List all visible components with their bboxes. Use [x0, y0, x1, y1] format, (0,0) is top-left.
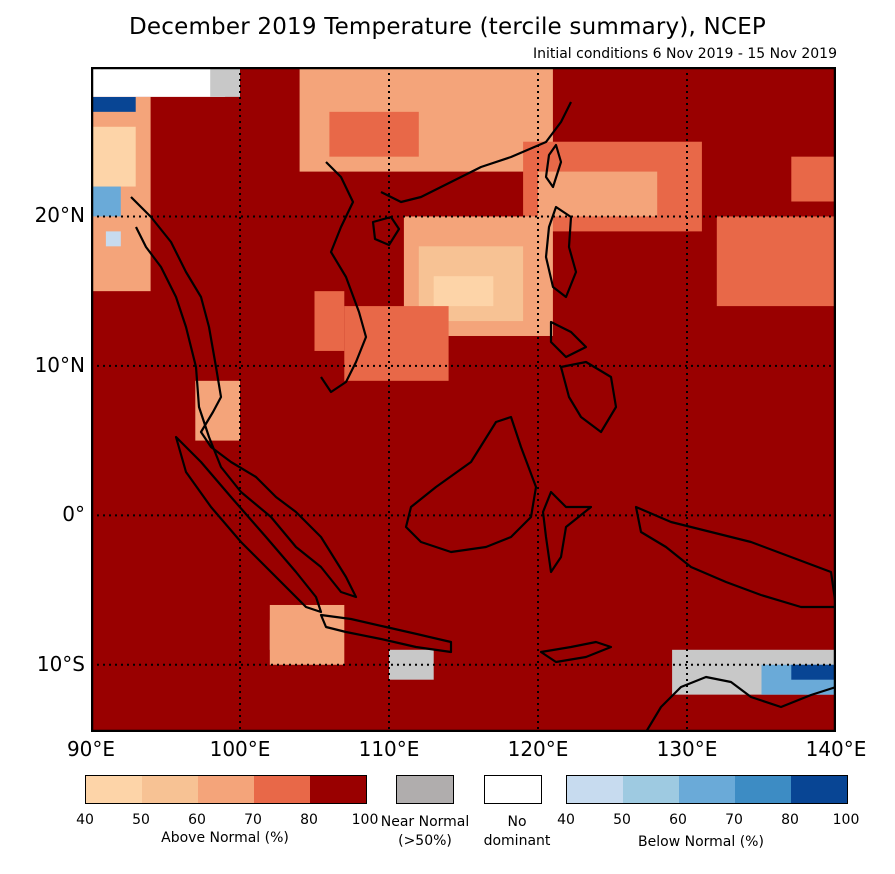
region-himalaya-below	[91, 96, 136, 112]
above-segment-1	[142, 776, 198, 803]
below-tick-60: 60	[669, 812, 687, 828]
map-panel	[91, 67, 836, 732]
lon-label-120: 120°E	[507, 737, 569, 761]
lon-label-90: 90°E	[66, 737, 116, 761]
above-tick-70: 70	[244, 812, 262, 828]
region-himalaya-nodominant	[91, 67, 226, 97]
sulawesi-coastline	[541, 490, 593, 574]
region-indochina-above	[314, 291, 345, 351]
java-coastline	[319, 613, 453, 654]
region-java-above	[269, 604, 345, 665]
region-pacific-above	[716, 216, 836, 307]
above-tick-100: 100	[351, 812, 379, 828]
lon-label-140: 140°E	[805, 737, 867, 761]
region-bangladesh-below	[91, 186, 121, 217]
lat-label--10: 10°S	[36, 651, 85, 676]
below-tick-40: 40	[557, 812, 575, 828]
new-guinea-coastline	[634, 505, 836, 609]
near-normal-swatch	[396, 775, 454, 804]
probability-regions	[91, 67, 836, 695]
australia-coastline	[645, 675, 836, 732]
lon-label-100: 100°E	[209, 737, 271, 761]
region-south-china-sea-core	[433, 276, 494, 307]
lat-label-20: 20°N	[34, 203, 85, 228]
below-segment-0	[567, 776, 623, 803]
map-frame	[91, 67, 836, 732]
near-normal-title-line2: (>50%)	[398, 833, 452, 849]
above-normal-colorbar	[85, 775, 367, 804]
region-pacific-north-above	[791, 156, 836, 202]
below-tick-70: 70	[725, 812, 743, 828]
sumatra-coastline	[174, 435, 323, 614]
below-tick-50: 50	[613, 812, 631, 828]
below-normal-title: Below Normal (%)	[638, 834, 764, 850]
above-normal-title: Above Normal (%)	[161, 830, 289, 846]
mainland-coastline	[130, 196, 358, 599]
no-dominant-title-line2: dominant	[483, 833, 551, 849]
map-canvas	[91, 67, 836, 732]
lon-label-110: 110°E	[358, 737, 420, 761]
borneo-coastline	[404, 415, 538, 554]
region-bangladesh-near	[91, 126, 136, 187]
below-tick-100: 100	[832, 812, 860, 828]
below-segment-3	[735, 776, 791, 803]
region-northern-australia-below-strong	[791, 664, 836, 680]
lat-label-10: 10°N	[34, 352, 85, 377]
above-segment-0	[86, 776, 142, 803]
region-bangladesh-below-2	[105, 231, 121, 247]
near-normal-title-line1: Near Normal	[380, 814, 470, 830]
philippines-mindanao	[559, 360, 618, 434]
below-tick-80: 80	[781, 812, 799, 828]
region-himalaya-near	[210, 67, 240, 97]
map-title: December 2019 Temperature (tercile summa…	[129, 14, 766, 40]
above-tick-60: 60	[188, 812, 206, 828]
map-subtitle: Initial conditions 6 Nov 2019 - 15 Nov 2…	[532, 46, 837, 62]
china-coastline	[380, 101, 572, 204]
philippines-luzon	[544, 205, 578, 299]
lat-label-0: 0°	[62, 502, 85, 527]
above-tick-80: 80	[300, 812, 318, 828]
region-south-china-inner-above	[329, 111, 419, 157]
below-segment-4	[791, 776, 847, 803]
philippines-visayas	[549, 320, 588, 359]
taiwan-coastline	[544, 143, 563, 189]
graticule	[91, 67, 836, 732]
vietnam-coastline	[320, 161, 368, 394]
above-tick-50: 50	[132, 812, 150, 828]
timor-coastline	[539, 640, 613, 664]
above-tick-40: 40	[76, 812, 94, 828]
below-normal-colorbar	[566, 775, 848, 804]
above-segment-4	[310, 776, 366, 803]
region-bali-near	[389, 649, 434, 680]
no-dominant-swatch	[484, 775, 542, 804]
above-segment-2	[198, 776, 254, 803]
below-segment-2	[679, 776, 735, 803]
no-dominant-title-line1: No	[507, 814, 527, 830]
lon-label-130: 130°E	[656, 737, 718, 761]
below-segment-1	[623, 776, 679, 803]
above-segment-3	[254, 776, 310, 803]
coastlines	[130, 101, 836, 732]
